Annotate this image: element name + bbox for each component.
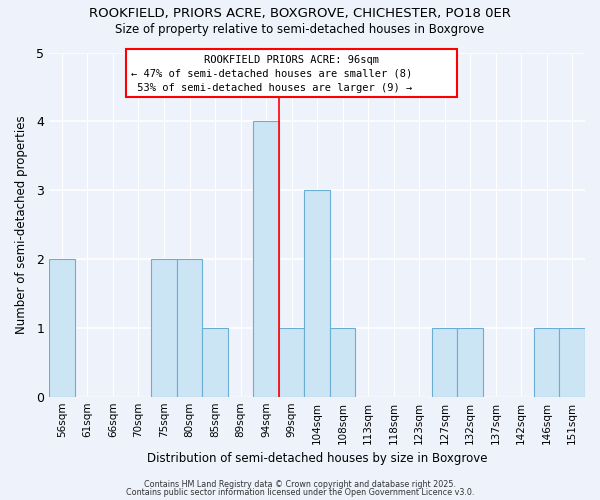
X-axis label: Distribution of semi-detached houses by size in Boxgrove: Distribution of semi-detached houses by … (147, 452, 487, 465)
Bar (304, 190, 330, 396)
Text: ROOKFIELD, PRIORS ACRE, BOXGROVE, CHICHESTER, PO18 0ER: ROOKFIELD, PRIORS ACRE, BOXGROVE, CHICHE… (89, 8, 511, 20)
Bar (559, 328, 585, 396)
Bar (279, 328, 304, 396)
Bar (151, 259, 177, 396)
Text: ROOKFIELD PRIORS ACRE: 96sqm: ROOKFIELD PRIORS ACRE: 96sqm (204, 54, 379, 64)
Bar (330, 328, 355, 396)
Text: Contains HM Land Registry data © Crown copyright and database right 2025.: Contains HM Land Registry data © Crown c… (144, 480, 456, 489)
Bar (253, 122, 279, 396)
Bar (457, 328, 483, 396)
Text: Contains public sector information licensed under the Open Government Licence v3: Contains public sector information licen… (126, 488, 474, 497)
Bar (202, 328, 228, 396)
Bar (49, 259, 75, 396)
Text: ← 47% of semi-detached houses are smaller (8): ← 47% of semi-detached houses are smalle… (131, 68, 412, 78)
FancyBboxPatch shape (126, 49, 457, 97)
Y-axis label: Number of semi-detached properties: Number of semi-detached properties (15, 116, 28, 334)
Text: 53% of semi-detached houses are larger (9) →: 53% of semi-detached houses are larger (… (131, 84, 412, 94)
Bar (432, 328, 457, 396)
Bar (177, 259, 202, 396)
Bar (534, 328, 559, 396)
Text: Size of property relative to semi-detached houses in Boxgrove: Size of property relative to semi-detach… (115, 22, 485, 36)
